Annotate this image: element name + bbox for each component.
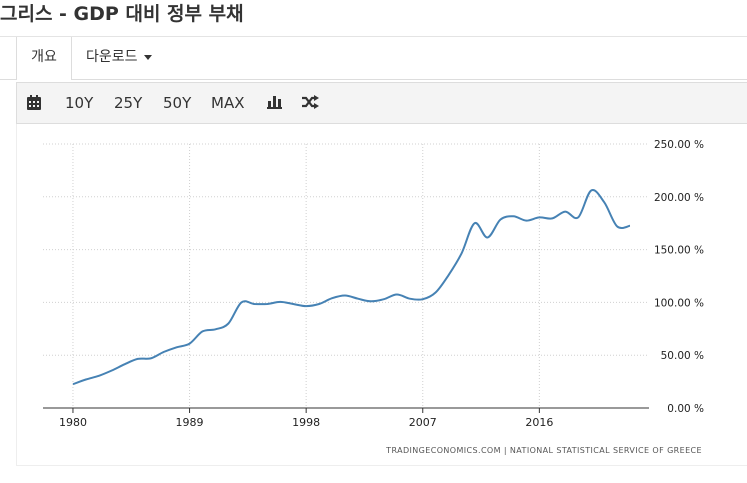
x-tick-label: 2016 [525, 416, 553, 429]
source-credit: TRADINGECONOMICS.COM | NATIONAL STATISTI… [385, 446, 702, 455]
series-line [72, 189, 631, 386]
line-chart: 1980 1989 1998 2007 2016 250.00 % 200.00 % 150… [43, 139, 704, 455]
range-10y-button[interactable]: 10Y [65, 94, 94, 112]
x-tick-label: 1989 [176, 416, 204, 429]
y-tick-label: 250.00 % [654, 139, 704, 151]
chart-toolbar: 10Y 25Y 50Y MAX [16, 82, 747, 124]
y-tick-label: 150.00 % [654, 245, 704, 257]
range-50y-button[interactable]: 50Y [163, 94, 192, 112]
tab-bar: 개요 다운로드 [0, 36, 747, 80]
tab-download-label: 다운로드 [86, 49, 138, 65]
x-tick-label: 1998 [292, 416, 320, 429]
tab-overview[interactable]: 개요 [16, 37, 72, 80]
range-25y-button[interactable]: 25Y [114, 94, 143, 112]
y-tick-label: 50.00 % [661, 350, 704, 362]
chart-area: 1980 1989 1998 2007 2016 250.00 % 200.00 % 150… [16, 124, 747, 466]
x-tick-label: 1980 [59, 416, 87, 429]
tab-download[interactable]: 다운로드 [86, 37, 152, 79]
calendar-icon[interactable] [27, 83, 41, 123]
y-tick-label: 0.00 % [667, 403, 704, 415]
bar-chart-icon[interactable] [267, 83, 282, 123]
y-tick-label: 100.00 % [654, 297, 704, 309]
y-tick-label: 200.00 % [654, 192, 704, 204]
shuffle-icon[interactable] [302, 83, 319, 123]
range-max-button[interactable]: MAX [211, 94, 245, 112]
page-title: 그리스 - GDP 대비 정부 부채 [0, 3, 244, 25]
caret-down-icon [143, 54, 152, 60]
x-tick-label: 2007 [409, 416, 437, 429]
